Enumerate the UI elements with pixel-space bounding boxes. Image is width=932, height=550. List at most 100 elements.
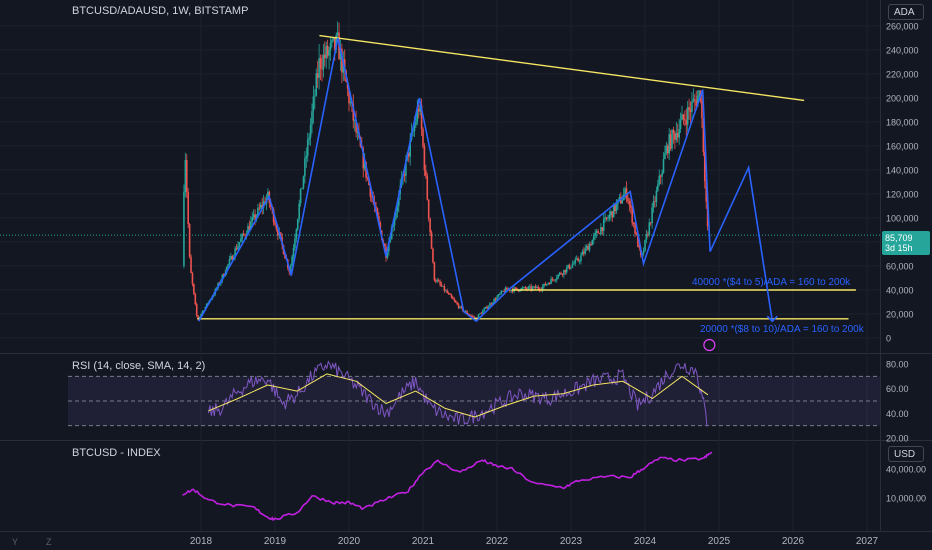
candle-body	[227, 264, 229, 267]
candle-body	[702, 118, 705, 153]
candle-body	[240, 238, 242, 243]
main-y-tick-label: 260,000	[886, 22, 919, 32]
candle-body	[625, 188, 628, 198]
candle-body	[228, 259, 231, 265]
candle-body	[602, 219, 605, 231]
candle-body	[440, 284, 443, 287]
candle-body	[521, 287, 524, 289]
candle-body	[259, 204, 262, 209]
candle-body	[510, 289, 513, 291]
candle-body	[284, 254, 286, 259]
candle-body	[624, 188, 626, 195]
candle-body	[301, 187, 303, 189]
candle-body	[668, 134, 670, 154]
corner-letter-z[interactable]: Z	[46, 537, 52, 547]
corner-letter-y[interactable]: Y	[12, 537, 19, 547]
candle-body	[597, 230, 599, 234]
candle-body	[573, 263, 575, 265]
candle-body	[416, 108, 419, 122]
candle-body	[257, 207, 259, 216]
candle-body	[570, 267, 572, 269]
candle-body	[473, 316, 476, 319]
x-tick-label: 2026	[782, 536, 805, 547]
candle-body	[187, 192, 189, 225]
candle-body	[568, 264, 571, 269]
main-y-tick-label: 140,000	[886, 166, 919, 176]
candle-body	[647, 234, 649, 235]
index-y-tick-label: 40,000.00	[886, 465, 926, 475]
candle-body	[386, 251, 389, 258]
candle-body	[272, 208, 275, 222]
candle-body	[565, 267, 568, 273]
candle-body	[571, 264, 574, 268]
candle-body	[598, 233, 601, 235]
candle-body	[316, 73, 319, 78]
candle-body	[631, 207, 633, 223]
candle-body	[533, 286, 535, 288]
candle-body	[605, 217, 608, 219]
candle-body	[621, 200, 624, 204]
candle-body	[494, 299, 497, 300]
candle-body	[531, 287, 534, 290]
last-price-tag: 85,709 3d 15h	[882, 231, 930, 255]
candle-body	[523, 287, 525, 288]
index-unit-badge[interactable]: USD	[888, 446, 924, 462]
candle-body	[422, 128, 424, 147]
candle-body	[457, 304, 460, 308]
candle-body	[588, 244, 591, 251]
candle-body	[315, 73, 318, 96]
candle-body	[691, 101, 693, 112]
candle-body	[503, 290, 505, 292]
candle-body	[705, 181, 707, 202]
candle-body	[655, 190, 658, 202]
candle-body	[611, 211, 614, 218]
candle-body	[600, 227, 602, 235]
candle-body	[319, 58, 322, 69]
candle-body	[200, 314, 202, 317]
candle-body	[561, 274, 564, 275]
candle-body	[306, 139, 309, 156]
rsi-indicator-label[interactable]: RSI (14, close, SMA, 14, 2)	[72, 360, 206, 372]
index-y-tick-label: 10,000.00	[886, 494, 926, 504]
candle-body	[499, 293, 501, 295]
main-price-candles	[183, 21, 709, 321]
candle-body	[426, 175, 429, 200]
candle-body	[669, 134, 672, 149]
candle-body	[518, 290, 521, 292]
index-pane	[182, 451, 713, 522]
candle-body	[577, 258, 579, 262]
candle-body	[664, 153, 666, 160]
candle-body	[454, 300, 457, 303]
candle-body	[676, 132, 679, 138]
rsi-moving-average	[208, 373, 709, 418]
candle-body	[299, 188, 302, 204]
candle-body	[628, 201, 631, 205]
bar-countdown: 3d 15h	[885, 243, 913, 253]
main-y-tick-label: 0	[886, 334, 891, 344]
candle-body	[543, 283, 545, 287]
candle-body	[481, 310, 484, 314]
candle-body	[326, 45, 329, 56]
candle-body	[553, 279, 555, 281]
main-unit-badge[interactable]: ADA	[888, 4, 924, 20]
candle-body	[258, 207, 261, 209]
candle-body	[449, 293, 451, 295]
candle-body	[409, 139, 411, 157]
candle-body	[423, 146, 426, 171]
candle-body	[447, 293, 450, 294]
blue-zigzag-projection	[198, 37, 774, 323]
chart-symbol-line[interactable]: BTCUSD/ADAUSD, 1W, BITSTAMP	[72, 5, 249, 17]
candle-body	[321, 68, 323, 70]
candle-body	[551, 278, 554, 280]
candle-body	[436, 280, 439, 282]
candle-body	[304, 158, 306, 177]
candle-body	[585, 246, 588, 249]
candle-body	[308, 137, 310, 140]
index-indicator-label[interactable]: BTCUSD - INDEX	[72, 447, 161, 459]
candle-body	[274, 221, 276, 225]
candle-body	[305, 155, 308, 159]
candle-body	[362, 148, 365, 169]
candle-body	[356, 132, 359, 133]
candle-body	[662, 159, 665, 173]
candle-body	[292, 247, 295, 257]
